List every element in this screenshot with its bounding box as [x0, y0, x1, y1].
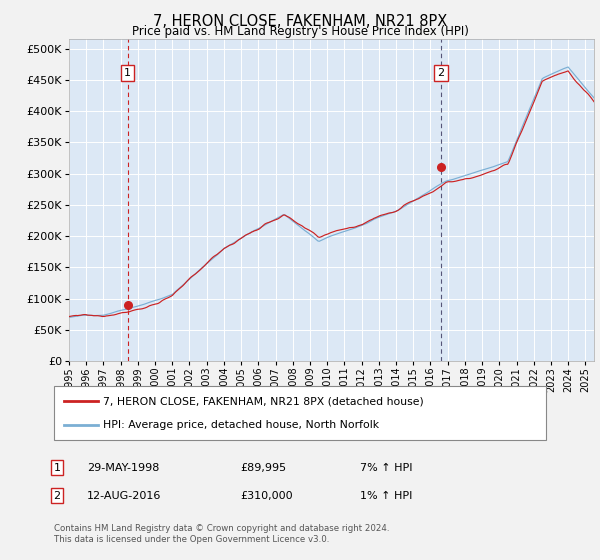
Text: 1: 1	[124, 68, 131, 78]
Text: 1% ↑ HPI: 1% ↑ HPI	[360, 491, 412, 501]
Text: £310,000: £310,000	[240, 491, 293, 501]
Text: Contains HM Land Registry data © Crown copyright and database right 2024.
This d: Contains HM Land Registry data © Crown c…	[54, 524, 389, 544]
Text: 29-MAY-1998: 29-MAY-1998	[87, 463, 160, 473]
FancyBboxPatch shape	[54, 386, 546, 440]
Text: 7% ↑ HPI: 7% ↑ HPI	[360, 463, 413, 473]
Text: 7, HERON CLOSE, FAKENHAM, NR21 8PX: 7, HERON CLOSE, FAKENHAM, NR21 8PX	[153, 14, 447, 29]
Text: £89,995: £89,995	[240, 463, 286, 473]
Text: 7, HERON CLOSE, FAKENHAM, NR21 8PX (detached house): 7, HERON CLOSE, FAKENHAM, NR21 8PX (deta…	[103, 396, 424, 407]
Text: 1: 1	[53, 463, 61, 473]
Text: HPI: Average price, detached house, North Norfolk: HPI: Average price, detached house, Nort…	[103, 419, 379, 430]
Text: 2: 2	[437, 68, 445, 78]
Text: 2: 2	[53, 491, 61, 501]
Text: 12-AUG-2016: 12-AUG-2016	[87, 491, 161, 501]
Text: Price paid vs. HM Land Registry's House Price Index (HPI): Price paid vs. HM Land Registry's House …	[131, 25, 469, 38]
